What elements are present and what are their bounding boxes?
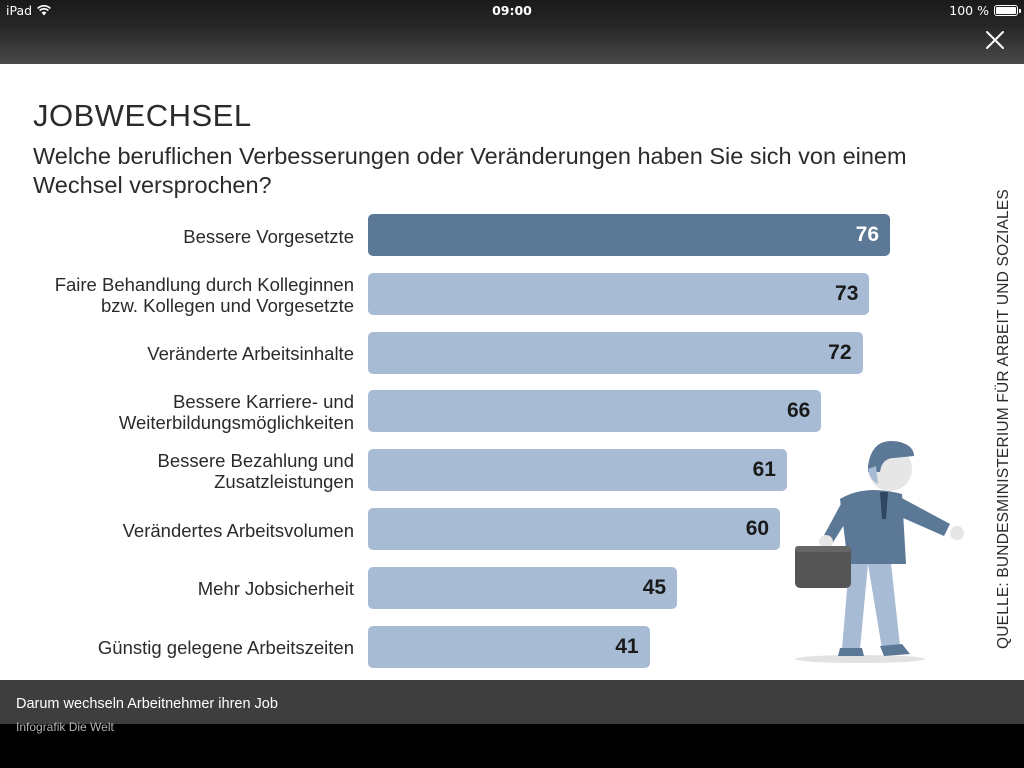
status-time: 09:00 — [492, 3, 532, 18]
bar-value: 45 — [642, 575, 667, 599]
bar-label: Günstig gelegene Arbeitszeiten — [97, 637, 354, 659]
bar-label: Veränderte Arbeitsinhalte — [147, 343, 354, 365]
caption-title: Darum wechseln Arbeitnehmer ihren Job — [16, 696, 278, 712]
bar-row: Veränderte Arbeitsinhalte 72 — [0, 331, 1024, 376]
bar-row: Faire Behandlung durch Kolleginnen bzw. … — [0, 272, 1024, 317]
bar-row: Bessere Karriere- und Weiterbildungsmögl… — [0, 390, 1024, 434]
businessman-illustration — [795, 441, 964, 663]
bar: 72 — [368, 331, 863, 374]
bar-value: 72 — [828, 340, 852, 364]
bar: 60 — [368, 508, 781, 550]
bar: 73 — [368, 272, 870, 315]
battery-percent: 100 % — [949, 3, 989, 18]
bar-label: Bessere Bezahlung und Zusatzleistungen — [157, 450, 354, 493]
bar: 45 — [368, 566, 678, 609]
top-bar: iPad 09:00 100 % — [0, 0, 1024, 64]
bar-row: Mehr Jobsicherheit 45 — [0, 566, 1024, 611]
wifi-icon — [37, 5, 52, 16]
bar-label: Verändertes Arbeitsvolumen — [122, 519, 354, 541]
bar-label: Bessere Vorgesetzte — [183, 225, 354, 247]
bar-value: 60 — [745, 517, 770, 540]
bar: 66 — [368, 390, 822, 433]
device-name: iPad — [6, 3, 33, 18]
battery-icon — [994, 5, 1021, 16]
chart-title: JOBWECHSEL — [33, 98, 252, 133]
caption-credit: Infografik Die Welt — [16, 720, 114, 734]
bar-value: 41 — [615, 634, 639, 658]
bar: 76 — [368, 214, 890, 256]
source-label: QUELLE: BUNDESMINISTERIUM FÜR ARBEIT UND… — [995, 189, 1012, 649]
close-icon[interactable] — [984, 29, 1006, 51]
bar-row: Bessere Bezahlung und Zusatzleistungen 61 — [0, 449, 1024, 493]
chart-subtitle: Welche beruflichen Verbesserungen oder V… — [33, 143, 907, 198]
bar-label: Mehr Jobsicherheit — [197, 578, 354, 600]
infographic: JOBWECHSEL Welche beruflichen Verbesseru… — [0, 64, 1024, 680]
bar-row: Bessere Vorgesetzte 76 — [0, 214, 1024, 258]
caption-bar: Darum wechseln Arbeitnehmer ihren Job In… — [0, 680, 1024, 734]
status-left: iPad — [6, 3, 52, 18]
bar-value: 76 — [855, 223, 879, 246]
bar-value: 73 — [835, 281, 859, 305]
bar-row: Günstig gelegene Arbeitszeiten 41 — [0, 625, 1024, 670]
status-right: 100 % — [949, 3, 1021, 18]
bar-label: Bessere Karriere- und Weiterbildungsmögl… — [118, 391, 354, 434]
bar-row: Verändertes Arbeitsvolumen 60 — [0, 508, 1024, 552]
bar-label: Faire Behandlung durch Kolleginnen bzw. … — [54, 273, 354, 316]
bar: 61 — [368, 449, 787, 492]
bar-value: 66 — [786, 399, 811, 423]
bar-value: 61 — [752, 458, 776, 482]
bar: 41 — [368, 625, 650, 668]
